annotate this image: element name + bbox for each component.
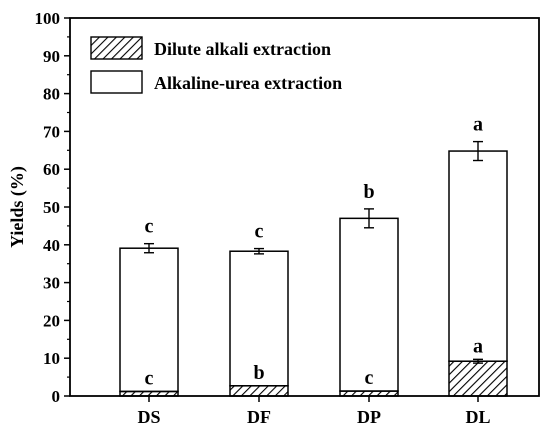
bar-alkaline-urea-dp bbox=[339, 217, 399, 392]
y-tick-label: 100 bbox=[35, 9, 61, 28]
y-tick-label: 0 bbox=[52, 387, 61, 406]
bar-dilute-alkali-dl bbox=[448, 360, 508, 397]
bar-alkaline-urea-dl bbox=[448, 150, 508, 362]
bars-layer bbox=[119, 150, 508, 397]
legend-label-dilute-alkali: Dilute alkali extraction bbox=[154, 39, 331, 59]
significance-label-total-df: c bbox=[255, 221, 264, 243]
bar-alkaline-urea-ds bbox=[119, 247, 179, 393]
y-axis: 0 10 20 30 40 50 60 70 80 90 100 bbox=[35, 9, 70, 406]
legend: Dilute alkali extraction Alkaline-urea e… bbox=[90, 36, 342, 94]
y-tick-label: 70 bbox=[43, 122, 60, 141]
y-tick-label: 60 bbox=[43, 160, 60, 179]
significance-label-total-ds: c bbox=[145, 216, 154, 238]
y-tick-label: 10 bbox=[43, 349, 60, 368]
labels-layer: c c c b b c a a bbox=[144, 114, 483, 389]
y-tick-label: 90 bbox=[43, 47, 60, 66]
significance-label-dilute-df: b bbox=[253, 362, 264, 384]
y-tick-label: 20 bbox=[43, 311, 60, 330]
x-tick-label-dp: DP bbox=[357, 407, 381, 427]
significance-label-dilute-ds: c bbox=[145, 367, 154, 389]
y-tick-label: 80 bbox=[43, 85, 60, 104]
y-tick-label: 50 bbox=[43, 198, 60, 217]
x-tick-label-ds: DS bbox=[137, 407, 160, 427]
bar-dilute-alkali-df bbox=[229, 385, 289, 397]
significance-label-dilute-dl: a bbox=[473, 335, 483, 357]
legend-swatch-dilute-alkali bbox=[90, 36, 143, 60]
x-tick-label-dl: DL bbox=[465, 407, 490, 427]
legend-label-alkaline-urea: Alkaline-urea extraction bbox=[154, 73, 342, 93]
significance-label-total-dl: a bbox=[473, 114, 483, 136]
y-tick-label: 30 bbox=[43, 274, 60, 293]
significance-label-dilute-dp: c bbox=[365, 367, 374, 389]
legend-swatch-alkaline-urea bbox=[90, 70, 143, 94]
x-tick-label-df: DF bbox=[247, 407, 271, 427]
x-axis: DS DF DP DL bbox=[137, 396, 491, 427]
y-tick-label: 40 bbox=[43, 236, 60, 255]
y-axis-title: Yields (%) bbox=[7, 166, 28, 248]
significance-label-total-dp: b bbox=[363, 181, 374, 203]
